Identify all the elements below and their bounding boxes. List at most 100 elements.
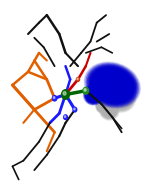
- Ellipse shape: [87, 87, 101, 102]
- Ellipse shape: [112, 71, 122, 80]
- Ellipse shape: [116, 93, 127, 104]
- Ellipse shape: [114, 72, 120, 79]
- Ellipse shape: [91, 92, 96, 97]
- Ellipse shape: [95, 71, 130, 99]
- Circle shape: [52, 96, 57, 101]
- Ellipse shape: [123, 80, 133, 90]
- Ellipse shape: [107, 84, 136, 112]
- Ellipse shape: [98, 102, 105, 110]
- Ellipse shape: [108, 81, 117, 89]
- Ellipse shape: [120, 77, 136, 93]
- Ellipse shape: [116, 75, 118, 77]
- Circle shape: [73, 107, 77, 112]
- Ellipse shape: [112, 70, 122, 81]
- Circle shape: [64, 116, 66, 118]
- Ellipse shape: [97, 101, 106, 111]
- Ellipse shape: [109, 83, 115, 88]
- Ellipse shape: [110, 87, 133, 110]
- Ellipse shape: [100, 104, 103, 108]
- Ellipse shape: [115, 73, 119, 78]
- Ellipse shape: [104, 105, 114, 115]
- Ellipse shape: [120, 77, 136, 93]
- Ellipse shape: [89, 66, 136, 104]
- Ellipse shape: [93, 69, 131, 101]
- Ellipse shape: [116, 74, 118, 77]
- Circle shape: [77, 78, 78, 80]
- Ellipse shape: [108, 85, 135, 112]
- Ellipse shape: [121, 78, 135, 92]
- Ellipse shape: [84, 85, 103, 104]
- Ellipse shape: [97, 100, 106, 112]
- Ellipse shape: [124, 81, 132, 89]
- Circle shape: [74, 108, 75, 110]
- Ellipse shape: [117, 94, 127, 103]
- Ellipse shape: [96, 72, 129, 98]
- Ellipse shape: [115, 74, 119, 77]
- Ellipse shape: [90, 67, 134, 103]
- Ellipse shape: [111, 84, 114, 86]
- Ellipse shape: [88, 89, 99, 100]
- Ellipse shape: [111, 70, 123, 81]
- Ellipse shape: [98, 73, 127, 97]
- Ellipse shape: [123, 80, 133, 90]
- Ellipse shape: [101, 75, 124, 95]
- Ellipse shape: [110, 69, 124, 83]
- Ellipse shape: [100, 100, 118, 119]
- Ellipse shape: [113, 71, 121, 80]
- Ellipse shape: [127, 84, 129, 86]
- Ellipse shape: [114, 91, 129, 106]
- Ellipse shape: [111, 70, 123, 82]
- Ellipse shape: [110, 69, 124, 82]
- Ellipse shape: [101, 101, 117, 118]
- Ellipse shape: [92, 93, 95, 96]
- Ellipse shape: [84, 62, 140, 108]
- Ellipse shape: [114, 73, 120, 78]
- Ellipse shape: [98, 102, 105, 110]
- Ellipse shape: [93, 94, 94, 95]
- Ellipse shape: [103, 103, 115, 116]
- Circle shape: [83, 87, 89, 94]
- Circle shape: [64, 115, 67, 119]
- Ellipse shape: [112, 89, 131, 108]
- Ellipse shape: [102, 102, 117, 117]
- Ellipse shape: [111, 88, 132, 109]
- Ellipse shape: [99, 99, 119, 120]
- Ellipse shape: [122, 79, 134, 91]
- Ellipse shape: [122, 79, 134, 91]
- Ellipse shape: [108, 108, 111, 111]
- Ellipse shape: [98, 101, 105, 111]
- Ellipse shape: [109, 109, 110, 110]
- Ellipse shape: [102, 102, 116, 117]
- Ellipse shape: [109, 86, 134, 111]
- Ellipse shape: [102, 77, 123, 94]
- Ellipse shape: [100, 104, 103, 108]
- Ellipse shape: [104, 104, 115, 115]
- Circle shape: [76, 77, 80, 81]
- Ellipse shape: [101, 105, 102, 106]
- Ellipse shape: [103, 78, 121, 92]
- Ellipse shape: [120, 96, 124, 100]
- Ellipse shape: [92, 68, 133, 102]
- Circle shape: [63, 91, 66, 95]
- Ellipse shape: [121, 97, 123, 99]
- Ellipse shape: [105, 79, 120, 91]
- Ellipse shape: [105, 105, 113, 114]
- Ellipse shape: [96, 99, 107, 112]
- Ellipse shape: [85, 86, 102, 103]
- Ellipse shape: [106, 106, 113, 113]
- Ellipse shape: [100, 104, 103, 107]
- Circle shape: [62, 90, 69, 99]
- Ellipse shape: [125, 82, 131, 88]
- Ellipse shape: [106, 80, 118, 90]
- Circle shape: [53, 97, 55, 99]
- Ellipse shape: [87, 88, 100, 101]
- Ellipse shape: [99, 74, 126, 96]
- Ellipse shape: [87, 65, 137, 105]
- Ellipse shape: [90, 91, 98, 98]
- Ellipse shape: [99, 103, 104, 109]
- Ellipse shape: [113, 72, 121, 79]
- Ellipse shape: [126, 83, 130, 87]
- Ellipse shape: [124, 81, 131, 89]
- Ellipse shape: [119, 95, 125, 101]
- Ellipse shape: [83, 84, 104, 105]
